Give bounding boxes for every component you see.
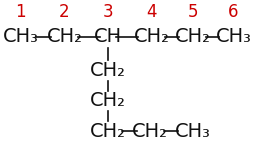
Text: CH₂: CH₂ (90, 61, 126, 80)
Text: CH₃: CH₃ (175, 121, 211, 141)
Text: 4: 4 (146, 3, 157, 21)
Text: 6: 6 (228, 3, 239, 21)
Text: CH₂: CH₂ (132, 121, 168, 141)
Text: CH: CH (94, 27, 122, 47)
Text: CH₃: CH₃ (3, 27, 39, 47)
Text: CH₂: CH₂ (175, 27, 211, 47)
Text: CH₂: CH₂ (134, 27, 170, 47)
Text: CH₂: CH₂ (90, 121, 126, 141)
Text: 3: 3 (103, 3, 113, 21)
Text: CH₃: CH₃ (216, 27, 251, 47)
Text: 2: 2 (59, 3, 70, 21)
Text: CH₂: CH₂ (46, 27, 82, 47)
Text: 1: 1 (15, 3, 26, 21)
Text: CH₂: CH₂ (90, 91, 126, 110)
Text: 5: 5 (187, 3, 198, 21)
